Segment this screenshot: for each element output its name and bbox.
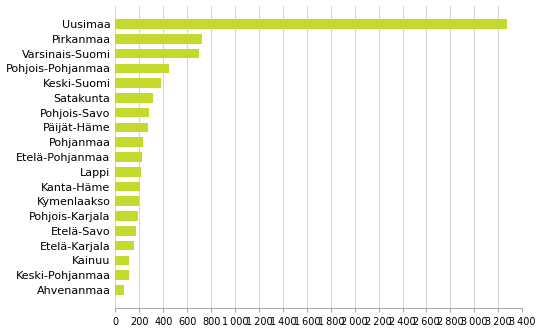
- Bar: [115, 285, 124, 295]
- Bar: [115, 211, 137, 221]
- Bar: [115, 49, 199, 59]
- Bar: [115, 19, 506, 29]
- Bar: [115, 241, 134, 250]
- Bar: [115, 108, 149, 118]
- Bar: [115, 64, 169, 73]
- Bar: [115, 138, 143, 147]
- Bar: [115, 34, 202, 44]
- Bar: [115, 167, 141, 176]
- Bar: [115, 123, 148, 132]
- Bar: [115, 196, 138, 206]
- Bar: [115, 270, 129, 280]
- Bar: [115, 93, 153, 103]
- Bar: [115, 226, 136, 236]
- Bar: [115, 78, 161, 88]
- Bar: [115, 152, 142, 162]
- Bar: [115, 182, 140, 191]
- Bar: [115, 255, 129, 265]
